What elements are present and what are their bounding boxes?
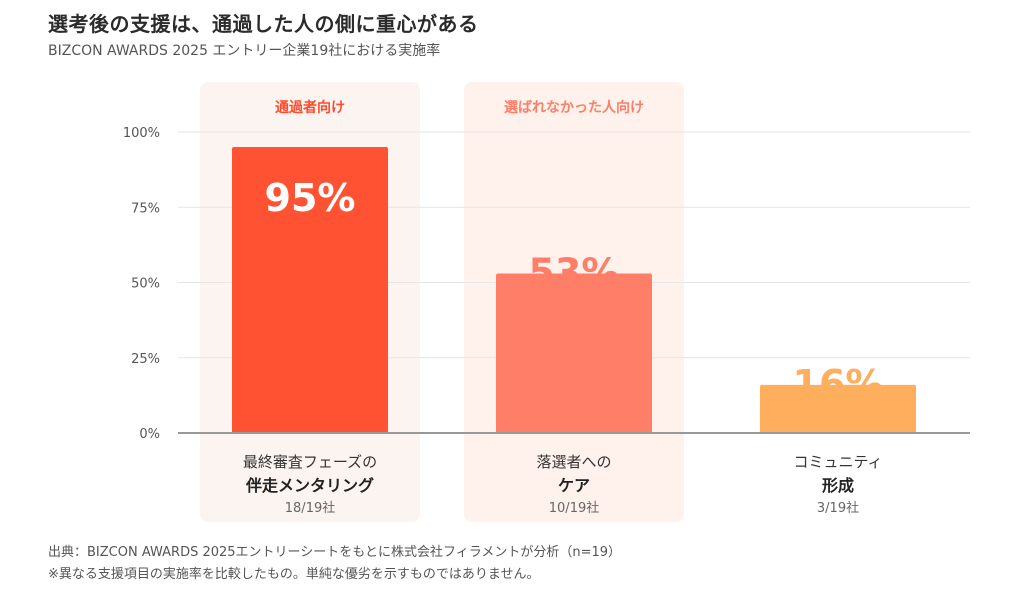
source-note: 出典：BIZCON AWARDS 2025エントリーシートをもとに株式会社フィラ… bbox=[48, 545, 622, 560]
data-label: 16% bbox=[793, 362, 884, 406]
highlight-label-2: 選ばれなかった人向け bbox=[504, 99, 644, 116]
bar-3 bbox=[760, 384, 916, 433]
chart-title: 選考後の支援は、通過した人の側に重心がある bbox=[48, 12, 479, 36]
data-label: 53% bbox=[529, 250, 620, 294]
bar-2 bbox=[496, 273, 652, 433]
category-label-line2: 形成 bbox=[822, 476, 854, 495]
y-tick-label: 0% bbox=[139, 427, 160, 442]
category-label-line2: 伴走メンタリング bbox=[245, 476, 374, 495]
y-tick-label: 100% bbox=[123, 126, 160, 141]
category-label-line1: コミュニティ bbox=[793, 453, 882, 471]
category-label-line2: ケア bbox=[558, 476, 590, 495]
highlight-label-1: 通過者向け bbox=[275, 99, 345, 116]
chart-subtitle: BIZCON AWARDS 2025 エントリー企業19社における実施率 bbox=[48, 43, 441, 59]
category-count-label: 10/19社 bbox=[549, 500, 599, 516]
y-tick-label: 25% bbox=[131, 352, 160, 367]
y-tick-label: 50% bbox=[131, 277, 160, 292]
category-label-line1: 最終審査フェーズの bbox=[243, 453, 377, 471]
bar-1 bbox=[232, 147, 388, 434]
category-count-label: 3/19社 bbox=[817, 500, 859, 516]
y-tick-label: 75% bbox=[131, 201, 160, 216]
category-label-line1: 落選者への bbox=[536, 453, 611, 471]
disclaimer-note: ※異なる支援項目の実施率を比較したもの。単純な優劣を示すものではありません。 bbox=[48, 567, 540, 582]
data-label: 95% bbox=[265, 176, 356, 220]
category-count-label: 18/19社 bbox=[285, 500, 335, 516]
